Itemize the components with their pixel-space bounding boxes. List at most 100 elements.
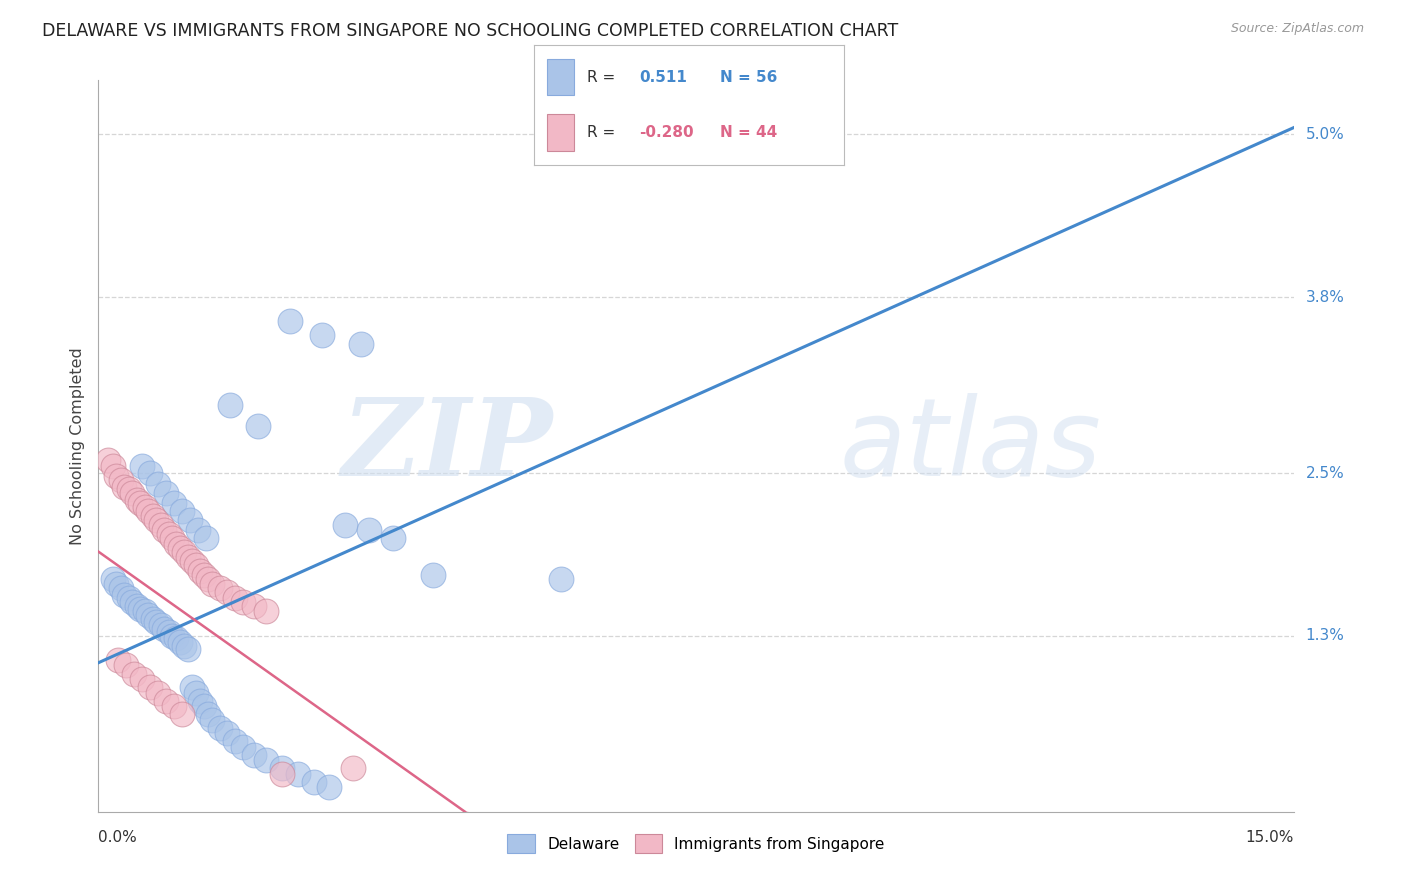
- Point: [134, 500, 156, 514]
- Text: ZIP: ZIP: [342, 393, 553, 499]
- Point: [350, 337, 373, 351]
- Text: 3.8%: 3.8%: [1305, 290, 1344, 304]
- Point: [311, 327, 333, 342]
- Point: [422, 567, 444, 582]
- Point: [217, 585, 239, 599]
- Point: [302, 775, 325, 789]
- Point: [112, 480, 135, 494]
- Point: [224, 734, 246, 748]
- Point: [160, 629, 183, 643]
- Point: [190, 564, 212, 578]
- Point: [342, 761, 364, 775]
- Point: [181, 554, 204, 568]
- Point: [200, 713, 222, 727]
- Point: [217, 726, 239, 740]
- Point: [148, 685, 170, 699]
- Point: [224, 591, 246, 605]
- Point: [190, 693, 212, 707]
- Point: [169, 541, 191, 555]
- Point: [155, 486, 177, 500]
- Point: [335, 517, 357, 532]
- Point: [193, 567, 215, 582]
- Point: [200, 577, 222, 591]
- Point: [270, 761, 292, 775]
- Point: [125, 493, 148, 508]
- Text: R =: R =: [586, 70, 614, 85]
- Text: 5.0%: 5.0%: [1305, 127, 1344, 142]
- Point: [131, 459, 153, 474]
- Point: [246, 418, 269, 433]
- Point: [128, 496, 150, 510]
- Point: [243, 599, 266, 613]
- Point: [181, 680, 204, 694]
- Point: [232, 595, 254, 609]
- Bar: [547, 59, 575, 95]
- Point: [145, 615, 167, 629]
- Point: [104, 577, 127, 591]
- Point: [193, 699, 215, 714]
- Point: [101, 459, 124, 474]
- Text: atlas: atlas: [839, 393, 1101, 499]
- Point: [197, 572, 219, 586]
- Text: DELAWARE VS IMMIGRANTS FROM SINGAPORE NO SCHOOLING COMPLETED CORRELATION CHART: DELAWARE VS IMMIGRANTS FROM SINGAPORE NO…: [42, 22, 898, 40]
- Text: Source: ZipAtlas.com: Source: ZipAtlas.com: [1230, 22, 1364, 36]
- Point: [169, 635, 191, 649]
- Legend: Delaware, Immigrants from Singapore: Delaware, Immigrants from Singapore: [501, 828, 891, 859]
- Point: [197, 707, 219, 722]
- Point: [149, 517, 172, 532]
- Point: [270, 766, 292, 780]
- Point: [128, 601, 150, 615]
- Point: [219, 398, 242, 412]
- Point: [163, 699, 186, 714]
- Point: [125, 599, 148, 613]
- Point: [173, 544, 195, 558]
- Bar: [547, 114, 575, 151]
- Point: [107, 653, 129, 667]
- Y-axis label: No Schooling Completed: No Schooling Completed: [69, 347, 84, 545]
- Text: N = 56: N = 56: [720, 70, 778, 85]
- Point: [550, 572, 572, 586]
- Point: [118, 483, 141, 497]
- Point: [104, 468, 127, 483]
- Point: [166, 632, 188, 646]
- Point: [160, 531, 183, 545]
- Point: [172, 707, 194, 722]
- Point: [187, 523, 209, 537]
- Point: [152, 523, 174, 537]
- Point: [112, 588, 135, 602]
- Point: [176, 642, 198, 657]
- Point: [628, 117, 651, 131]
- Point: [166, 536, 188, 550]
- Point: [142, 612, 165, 626]
- Text: 0.511: 0.511: [640, 70, 688, 85]
- Point: [157, 624, 180, 639]
- Point: [155, 693, 177, 707]
- Point: [278, 314, 301, 328]
- Point: [163, 496, 186, 510]
- Point: [145, 514, 167, 528]
- Point: [101, 572, 124, 586]
- Point: [195, 531, 218, 545]
- Point: [172, 504, 194, 518]
- Point: [254, 604, 277, 618]
- Point: [318, 780, 340, 795]
- Point: [179, 514, 201, 528]
- Point: [184, 558, 207, 573]
- Point: [208, 581, 231, 595]
- Point: [139, 680, 162, 694]
- Point: [136, 608, 159, 623]
- Text: 15.0%: 15.0%: [1246, 830, 1294, 845]
- Text: -0.280: -0.280: [640, 125, 695, 140]
- Point: [149, 617, 172, 632]
- Point: [110, 473, 132, 487]
- Text: 2.5%: 2.5%: [1305, 466, 1344, 481]
- Text: 0.0%: 0.0%: [98, 830, 138, 845]
- Point: [142, 509, 165, 524]
- Point: [382, 531, 405, 545]
- Point: [124, 666, 146, 681]
- Point: [232, 739, 254, 754]
- Point: [254, 753, 277, 767]
- Point: [243, 747, 266, 762]
- Point: [131, 672, 153, 686]
- Point: [118, 591, 141, 605]
